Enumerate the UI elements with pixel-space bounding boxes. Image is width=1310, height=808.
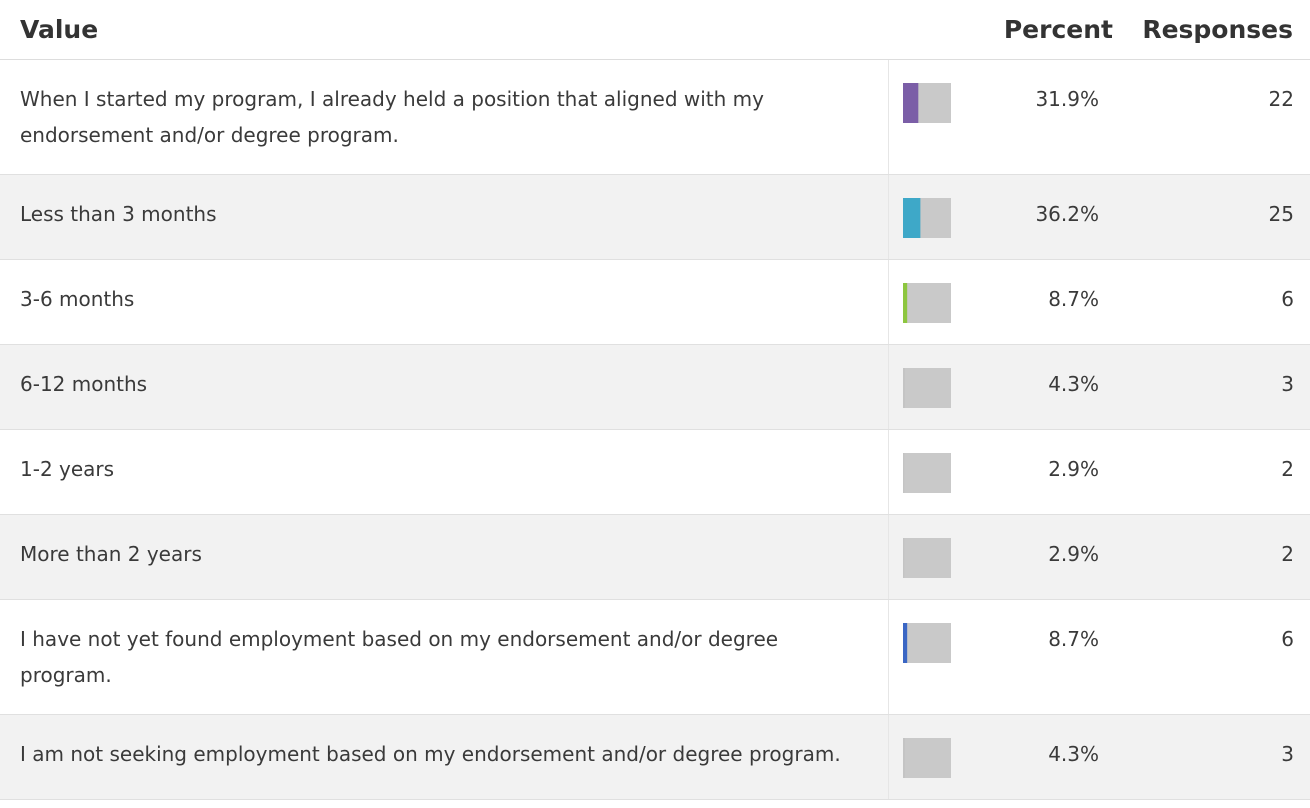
row-label: I am not seeking employment based on my … [0,715,889,799]
bar-cell [889,451,952,493]
header-responses: Responses [1142,15,1293,44]
percent-bar [903,368,951,408]
bar-track [903,283,951,323]
table-row: When I started my program, I already hel… [0,60,1310,175]
percent-bar [903,83,951,123]
row-label: 6-12 months [0,345,889,429]
header-value: Value [20,15,99,44]
row-percent: 2.9% [1048,542,1099,566]
bar-cell [889,81,952,153]
percent-bar [903,283,951,323]
percent-bar [903,738,951,778]
table-row: 1-2 years 2.9% 2 [0,430,1310,515]
bar-fill [903,368,906,408]
bar-fill [903,623,908,663]
row-percent: 4.3% [1048,742,1099,766]
row-percent: 36.2% [1035,202,1099,226]
row-percent: 8.7% [1048,287,1099,311]
bar-track [903,623,951,663]
bar-fill [903,738,906,778]
row-responses: 3 [1281,742,1294,766]
table-row: I have not yet found employment based on… [0,600,1310,715]
bar-cell [889,736,952,778]
row-label: More than 2 years [0,515,889,599]
percent-bar [903,623,951,663]
table-row: 3-6 months 8.7% 6 [0,260,1310,345]
header-percent: Percent [1003,15,1113,44]
bar-cell [889,621,952,693]
bar-cell [889,281,952,323]
bar-fill [903,198,921,238]
table-row: 6-12 months 4.3% 3 [0,345,1310,430]
row-responses: 6 [1281,627,1294,651]
percent-bar [903,453,951,493]
row-percent: 2.9% [1048,457,1099,481]
table-row: I am not seeking employment based on my … [0,715,1310,800]
header-row: Value Percent Responses [0,0,1310,60]
percent-bar [903,198,951,238]
bar-cell [889,536,952,578]
table-row: More than 2 years 2.9% 2 [0,515,1310,600]
row-responses: 2 [1281,542,1294,566]
table-row: Less than 3 months 36.2% 25 [0,175,1310,260]
row-responses: 6 [1281,287,1294,311]
bar-track [903,453,951,493]
bar-fill [903,283,908,323]
bar-track [903,738,951,778]
bar-fill [903,453,905,493]
row-responses: 2 [1281,457,1294,481]
row-label: I have not yet found employment based on… [0,600,889,714]
bar-track [903,538,951,578]
row-label: 3-6 months [0,260,889,344]
bar-track [903,368,951,408]
row-label: Less than 3 months [0,175,889,259]
bar-cell [889,366,952,408]
percent-bar [903,538,951,578]
row-label: 1-2 years [0,430,889,514]
row-percent: 8.7% [1048,627,1099,651]
row-percent: 31.9% [1035,87,1099,111]
row-percent: 4.3% [1048,372,1099,396]
row-responses: 22 [1268,87,1294,111]
row-responses: 25 [1268,202,1294,226]
row-responses: 3 [1281,372,1294,396]
bar-fill [903,538,905,578]
row-label: When I started my program, I already hel… [0,60,889,174]
bar-fill [903,83,919,123]
bar-cell [889,196,952,238]
